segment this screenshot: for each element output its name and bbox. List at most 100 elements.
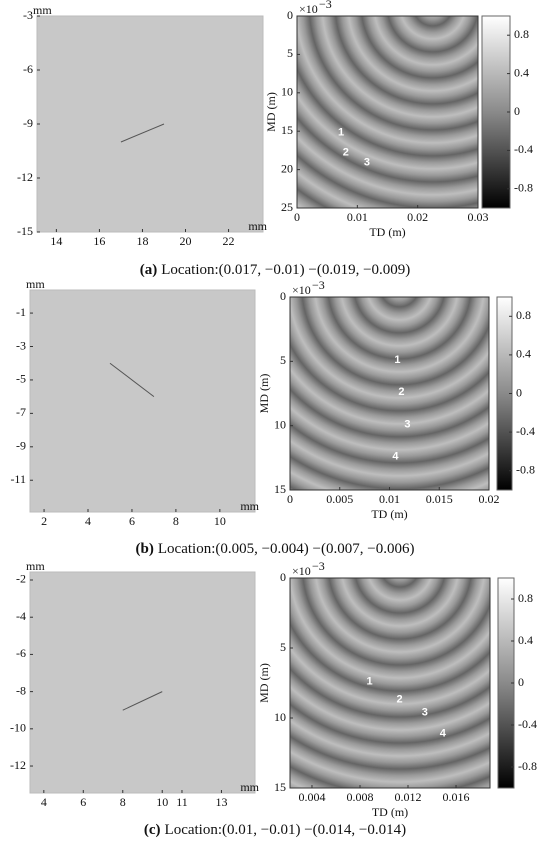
plot-area: [36, 15, 264, 233]
wavefield-fade: [297, 16, 478, 208]
y-tick-label: -10: [10, 721, 26, 735]
annotation: 2: [343, 147, 349, 159]
colorbar-tick-label: -0.8: [516, 462, 535, 476]
wavefield-fade: [290, 578, 490, 788]
x-tick-label: 0: [294, 210, 300, 224]
y-tick-label: -12: [10, 758, 26, 772]
wavefield: [297, 16, 478, 208]
x-tick-label: 0.008: [346, 790, 373, 804]
annotation: 4: [440, 727, 447, 739]
colorbar-tick-label: 0.8: [516, 308, 531, 322]
x-tick-label: 0.016: [443, 790, 470, 804]
annotation: 1: [367, 676, 373, 688]
y-tick-label: 15: [274, 482, 286, 496]
y-multiplier-exponent: −3: [312, 559, 325, 573]
x-tick-label: 8: [120, 795, 126, 809]
x-tick-label: 13: [215, 795, 227, 809]
wavefield: [290, 297, 489, 490]
caption-label: (a): [140, 262, 158, 278]
x-tick-label: 6: [80, 795, 86, 809]
x-tick-label: 0: [287, 492, 293, 506]
annotation: 2: [398, 386, 404, 398]
x-tick-label: 10: [156, 795, 168, 809]
x-axis-label: TD (m): [372, 805, 408, 819]
x-tick-label: 0.02: [407, 210, 428, 224]
annotation: 1: [394, 354, 400, 366]
wavefield: [290, 578, 490, 788]
y-tick-label: 10: [274, 710, 286, 724]
x-tick-label: 16: [93, 234, 105, 248]
y-tick-label: -8: [16, 683, 26, 697]
y-tick-label: -6: [23, 62, 33, 76]
y-tick-label: 0: [287, 8, 293, 22]
y-tick-label: 0: [280, 570, 286, 584]
x-tick-label: 0.03: [468, 210, 489, 224]
y-tick-label: -3: [23, 8, 33, 22]
x-tick-label: 14: [50, 234, 62, 248]
y-tick-label: -2: [16, 572, 26, 586]
caption-text: Location:(0.01, −0.01) −(0.014, −0.014): [165, 822, 407, 838]
annotation: 3: [404, 418, 410, 430]
colorbar-tick-label: 0.4: [516, 347, 531, 361]
annotation: 3: [422, 706, 428, 718]
y-tick-label: -3: [16, 338, 26, 352]
colorbar-tick-label: 0: [516, 385, 522, 399]
caption: (a) Location:(0.017, −0.01) −(0.019, −0.0…: [140, 262, 411, 278]
colorbar-tick-label: 0.4: [514, 65, 529, 79]
y-tick-label: 5: [280, 353, 286, 367]
segment: [120, 123, 165, 143]
annotation: 1: [338, 127, 344, 139]
y-tick-label: -1: [16, 305, 26, 319]
colorbar-tick-label: -0.8: [514, 181, 533, 195]
colorbar-tick-label: -0.4: [516, 424, 535, 438]
caption-label: (b): [136, 541, 154, 557]
colorbar: [481, 15, 511, 209]
y-tick-label: 0: [280, 289, 286, 303]
plot-frame: [296, 15, 479, 209]
x-tick-label: 4: [41, 795, 47, 809]
y-multiplier: ×10: [299, 2, 318, 16]
caption-text: Location:(0.005, −0.004) −(0.007, −0.006…: [158, 541, 415, 557]
x-tick-label: 0.01: [379, 492, 400, 506]
y-tick-label: 20: [281, 161, 293, 175]
annotation: 2: [397, 694, 403, 706]
y-tick-label: 15: [281, 123, 293, 137]
y-axis-label: MD (m): [257, 663, 271, 703]
x-tick-label: 0.012: [395, 790, 422, 804]
y-multiplier: ×10: [292, 564, 311, 578]
colorbar-tick-label: 0: [518, 675, 524, 689]
x-tick-label: 2: [41, 514, 47, 528]
x-tick-label: 0.004: [298, 790, 325, 804]
y-tick-label: -9: [16, 439, 26, 453]
y-tick-label: -4: [16, 609, 26, 623]
segment: [122, 691, 163, 711]
x-unit-label: mm: [248, 219, 267, 233]
y-tick-label: 10: [281, 85, 293, 99]
y-tick-label: 5: [280, 640, 286, 654]
y-unit-label: mm: [26, 559, 45, 573]
y-tick-label: 10: [274, 417, 286, 431]
wavefield-fade: [290, 297, 489, 490]
annotation: 3: [364, 157, 370, 169]
y-tick-label: 25: [281, 200, 293, 214]
x-tick-label: 0.02: [479, 492, 500, 506]
x-tick-label: 22: [223, 234, 235, 248]
y-tick-label: -15: [17, 224, 33, 238]
x-unit-label: mm: [240, 780, 259, 794]
colorbar-tick-label: 0.8: [514, 27, 529, 41]
caption: (b) Location:(0.005, −0.004) −(0.007, −0.…: [136, 541, 415, 557]
caption-label: (c): [144, 822, 161, 838]
y-multiplier-exponent: −3: [312, 278, 325, 292]
y-unit-label: mm: [26, 277, 45, 291]
y-unit-label: mm: [33, 3, 52, 17]
x-axis-label: TD (m): [371, 507, 407, 521]
colorbar-tick-label: -0.4: [514, 142, 533, 156]
caption-text: Location:(0.017, −0.01) −(0.019, −0.009): [161, 262, 410, 278]
colorbar-tick-label: 0.8: [518, 591, 533, 605]
y-axis-label: MD (m): [264, 92, 278, 132]
plot-area: [29, 289, 256, 513]
colorbar-tick-label: 0: [514, 104, 520, 118]
y-multiplier: ×10: [292, 283, 311, 297]
y-tick-label: 5: [287, 46, 293, 60]
